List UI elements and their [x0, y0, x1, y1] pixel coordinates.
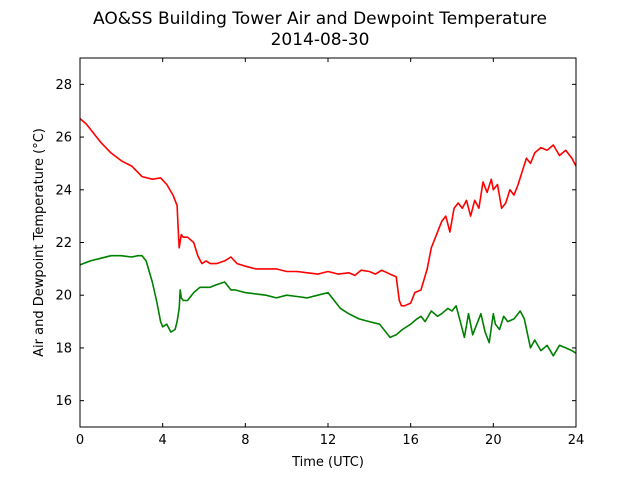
- y-axis-label: Air and Dewpoint Temperature (°C): [32, 128, 47, 357]
- plot-area: [79, 117, 577, 357]
- x-tick-label: 12: [320, 433, 337, 448]
- x-tick-label: 8: [241, 433, 249, 448]
- series-line-1: [79, 117, 577, 307]
- y-tick-label: 26: [55, 131, 72, 146]
- axis-ticks: 0 4 8 12 16 20 24 16 18 20 22 24 26 28: [55, 58, 584, 448]
- x-tick-label: 24: [568, 433, 585, 448]
- y-tick-label: 20: [55, 289, 72, 304]
- series-line-2: [79, 254, 577, 357]
- chart-subtitle: 2014-08-30: [271, 30, 370, 50]
- y-tick-label: 28: [55, 78, 72, 93]
- y-tick-label: 24: [55, 183, 72, 198]
- x-tick-label: 4: [159, 433, 167, 448]
- chart-title: AO&SS Building Tower Air and Dewpoint Te…: [93, 9, 547, 29]
- y-tick-label: 16: [55, 394, 72, 409]
- y-tick-label: 18: [55, 341, 72, 356]
- x-tick-label: 16: [402, 433, 419, 448]
- x-axis-label: Time (UTC): [291, 455, 364, 470]
- plot-frame: [79, 57, 577, 428]
- x-tick-label: 0: [76, 433, 84, 448]
- x-tick-label: 20: [485, 433, 502, 448]
- y-tick-label: 22: [55, 236, 72, 251]
